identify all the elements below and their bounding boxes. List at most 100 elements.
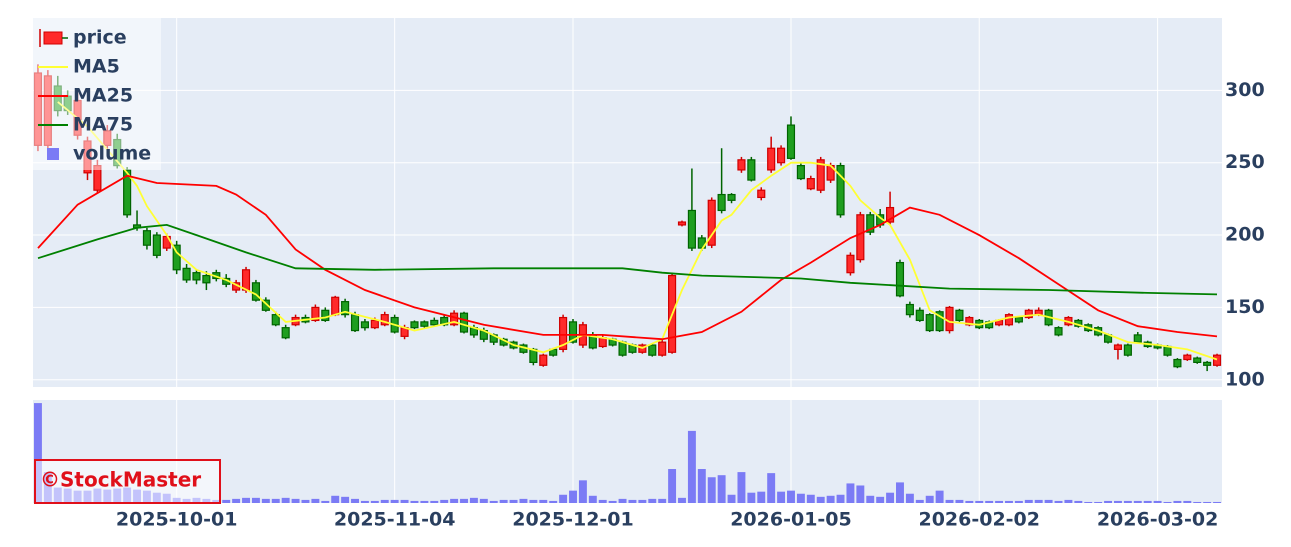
- candle-body: [687, 209, 696, 249]
- volume-bar: [737, 472, 746, 503]
- volume-bar: [955, 499, 964, 503]
- volume-bar: [1044, 499, 1053, 503]
- y-tick-label: 250: [1225, 151, 1265, 173]
- volume-bar: [1084, 501, 1093, 503]
- candle-body: [737, 159, 746, 171]
- candle-body: [915, 309, 924, 322]
- candle-body: [777, 147, 786, 164]
- volume-bar: [598, 499, 607, 503]
- volume-bar: [777, 491, 786, 503]
- candle-body: [658, 341, 667, 356]
- volume-bar: [836, 494, 845, 503]
- legend-label: MA25: [73, 85, 133, 107]
- candle-body: [350, 314, 360, 332]
- volume-bar: [519, 498, 528, 503]
- volume-bar: [479, 498, 488, 503]
- candle-body: [271, 314, 280, 326]
- candle-body: [281, 327, 290, 339]
- candle-body: [727, 193, 736, 201]
- legend-label: price: [73, 27, 127, 49]
- volume-bar: [678, 497, 686, 503]
- candle-body: [747, 159, 756, 181]
- volume-bar: [618, 498, 627, 503]
- legend-label: MA75: [73, 114, 133, 136]
- volume-bar: [559, 494, 568, 503]
- candle-body: [836, 165, 845, 216]
- candle-body: [459, 312, 469, 333]
- candle-body: [648, 344, 657, 356]
- volume-bar: [767, 473, 776, 503]
- watermark: ©StockMaster: [40, 468, 201, 492]
- volume-bar: [896, 482, 904, 503]
- candle-body: [360, 321, 369, 329]
- volume-bar: [658, 498, 667, 503]
- candle-body: [1212, 354, 1222, 366]
- candle-body: [816, 159, 825, 191]
- candle-body: [1193, 357, 1202, 364]
- candle-body: [618, 341, 627, 356]
- candle-body: [341, 301, 350, 316]
- volume-bar: [1074, 500, 1083, 503]
- volume-bar: [638, 499, 647, 503]
- candle-body: [1123, 344, 1132, 356]
- volume-bar: [905, 493, 914, 503]
- candle-body: [1113, 344, 1123, 350]
- volume-bar: [341, 496, 350, 503]
- y-tick-label: 150: [1225, 296, 1265, 318]
- candle-body: [757, 189, 766, 199]
- candle-body: [410, 321, 419, 329]
- volume-bar: [717, 475, 726, 503]
- candle-body: [420, 321, 429, 327]
- volume-bar: [1193, 501, 1202, 503]
- volume-bar: [222, 499, 231, 503]
- volume-bar: [1054, 500, 1063, 503]
- volume-bar: [588, 495, 597, 503]
- candle-body: [856, 214, 865, 261]
- volume-bar: [787, 490, 795, 503]
- volume-bar: [747, 492, 756, 503]
- volume-bar: [796, 493, 805, 503]
- x-tick-label: 2026-03-02: [1097, 509, 1219, 531]
- candle-body: [251, 282, 261, 301]
- candle-body: [192, 272, 201, 281]
- candle-body: [677, 221, 687, 226]
- volume-bar: [806, 494, 815, 503]
- volume-bar: [251, 497, 260, 503]
- volume-bar: [380, 499, 389, 503]
- volume-bar: [826, 495, 835, 503]
- volume-bar: [757, 491, 766, 503]
- candle-body: [598, 337, 607, 348]
- volume-bar: [1213, 501, 1222, 503]
- candle-body: [241, 269, 251, 291]
- volume-bar: [687, 430, 696, 503]
- volume-bar: [321, 500, 330, 503]
- volume-bar: [232, 498, 241, 503]
- candle-body: [1014, 316, 1023, 323]
- x-tick-label: 2025-11-04: [334, 509, 456, 531]
- candle-body: [717, 193, 726, 212]
- volume-bar: [628, 499, 637, 503]
- candle-body: [321, 309, 330, 322]
- volume-bar: [281, 497, 290, 503]
- volume-bar: [1153, 500, 1162, 503]
- volume-bar: [400, 499, 409, 503]
- candle-body: [311, 306, 320, 322]
- x-tick-label: 2025-10-01: [116, 509, 238, 531]
- x-tick-label: 2026-01-05: [730, 509, 852, 531]
- volume-bar: [1143, 500, 1152, 503]
- volume-bar: [1133, 500, 1142, 503]
- candle-body: [331, 296, 340, 316]
- volume-bar: [331, 495, 340, 503]
- candle-body: [1024, 309, 1033, 319]
- volume-bar: [311, 498, 320, 503]
- candle-body: [1054, 327, 1063, 336]
- volume-bar: [450, 498, 459, 503]
- volume-bar: [489, 500, 498, 503]
- volume-bar: [420, 500, 429, 503]
- volume-bar: [549, 500, 558, 503]
- candle-body: [886, 206, 895, 223]
- volume-bar: [440, 499, 449, 503]
- volume-panel: [33, 400, 1222, 503]
- price-panel: [33, 18, 1222, 387]
